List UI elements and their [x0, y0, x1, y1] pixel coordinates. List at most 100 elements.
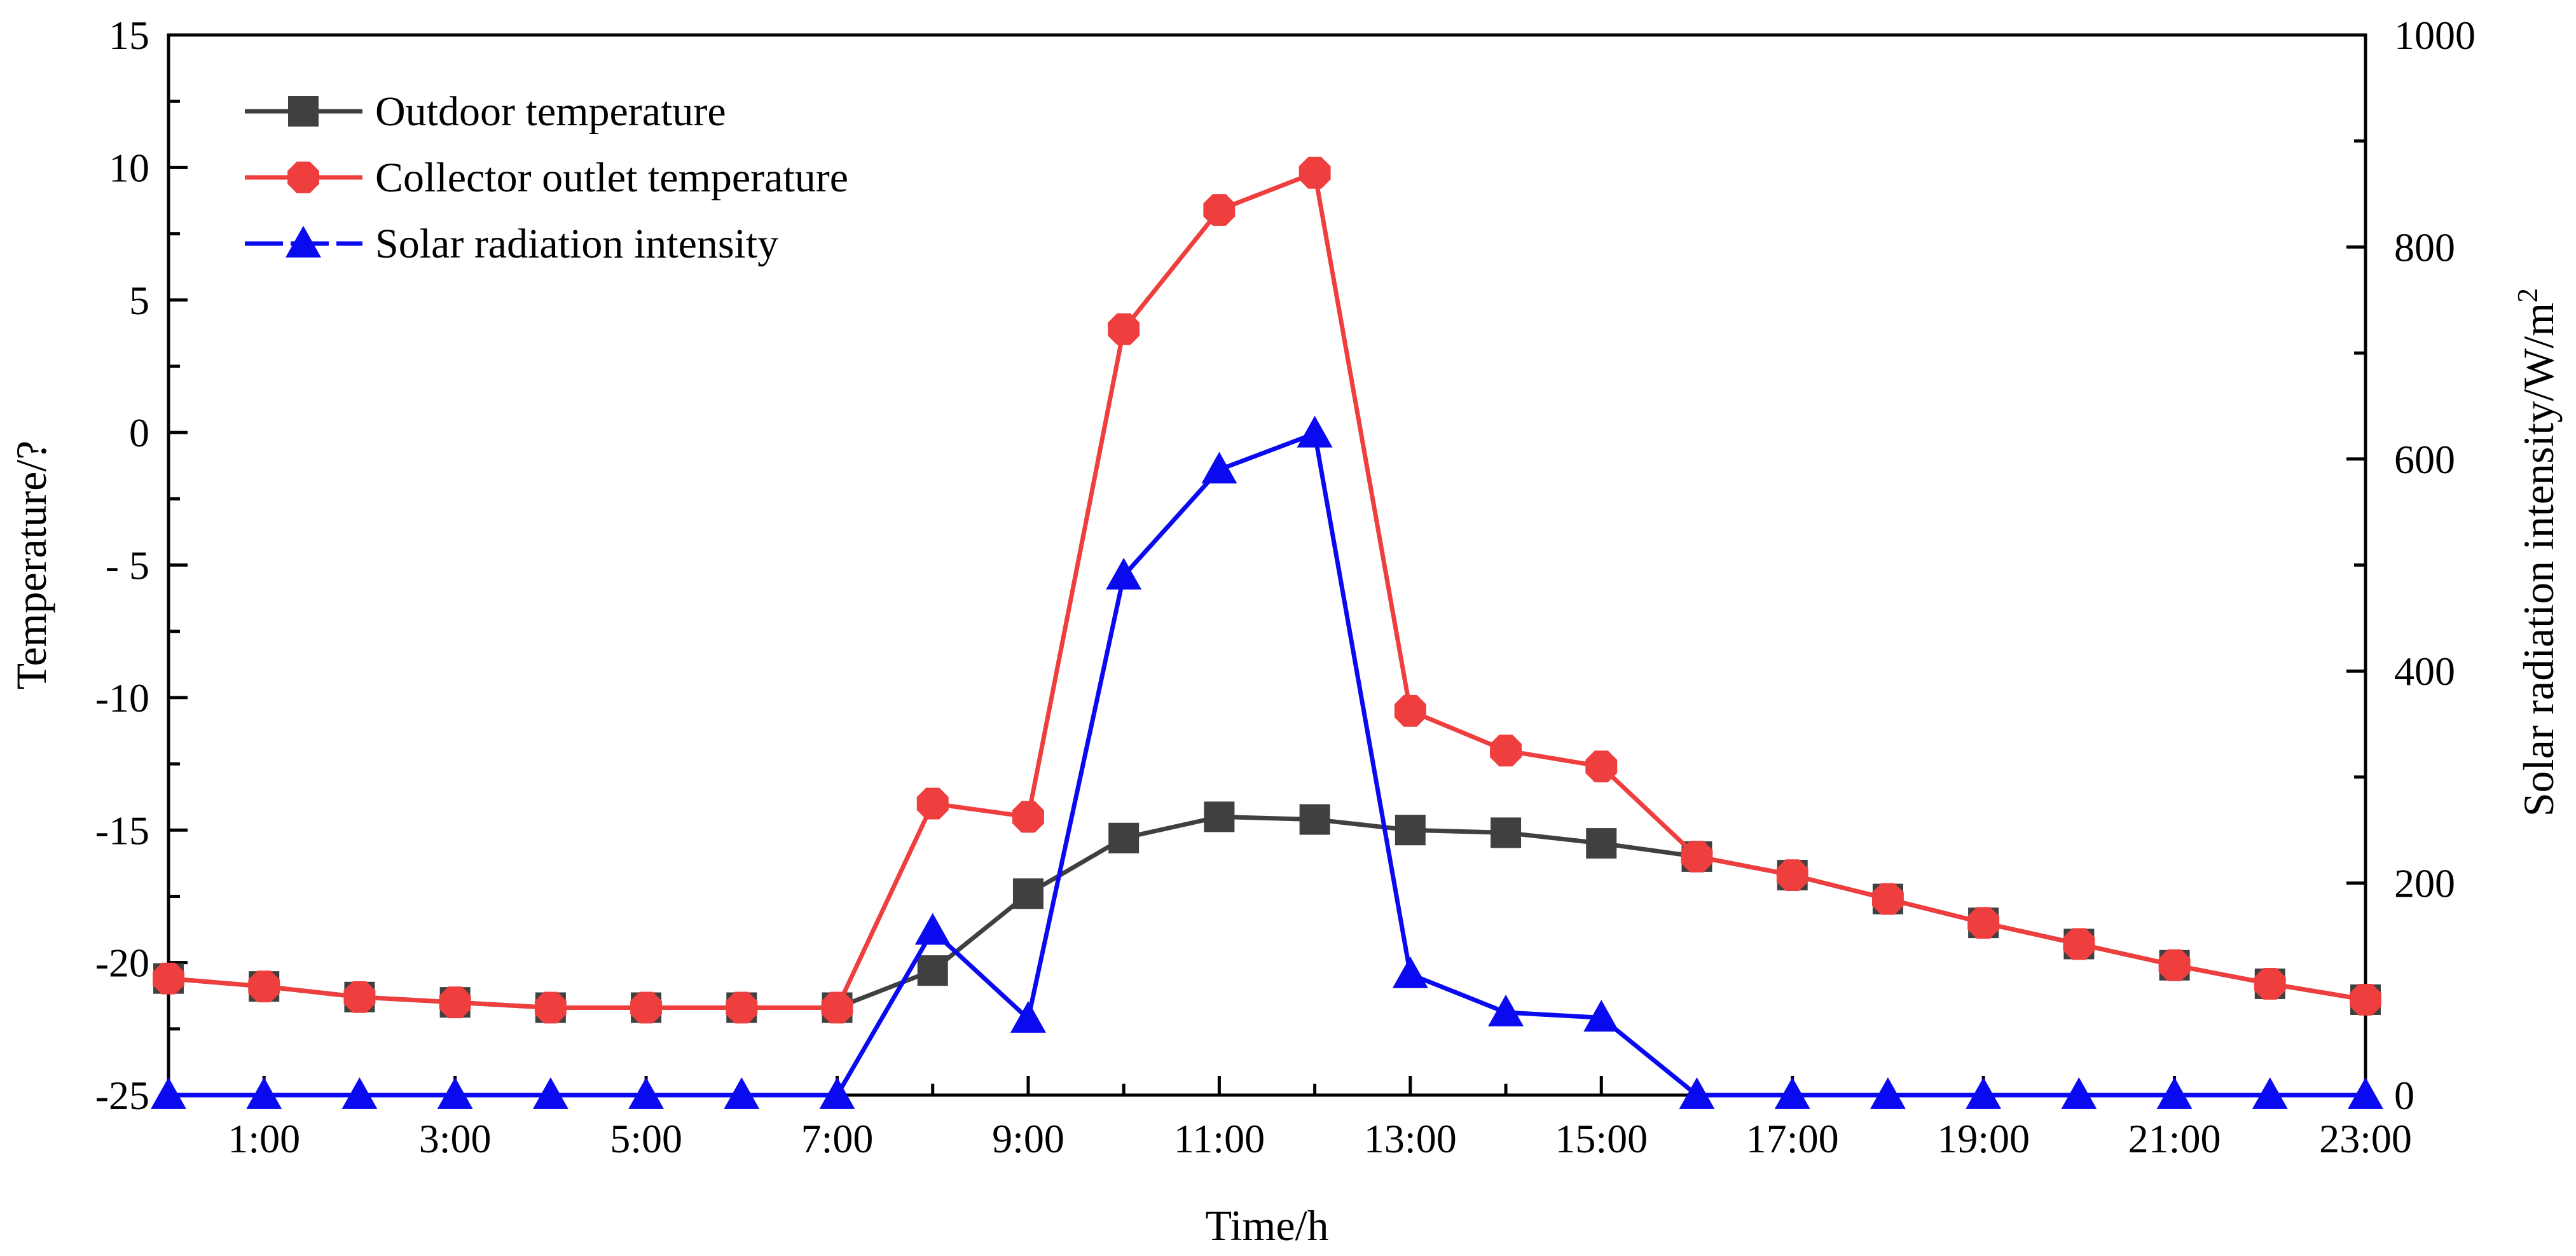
data-point: [1299, 804, 1330, 835]
data-point: [532, 1077, 568, 1109]
series-layer: [151, 156, 2383, 1109]
series-line: [168, 170, 2366, 1010]
legend-marker: [288, 96, 319, 127]
y-axis-left-title: Temperature/?: [7, 441, 55, 690]
y-axis-right-title-superscript: 2: [2511, 288, 2544, 303]
data-point: [726, 991, 758, 1024]
data-point: [630, 991, 662, 1024]
data-point: [2350, 984, 2381, 1016]
legend-marker: [286, 226, 321, 258]
data-point: [2063, 928, 2095, 960]
data-point: [2061, 1077, 2097, 1109]
x-tick-label: 3:00: [419, 1116, 492, 1161]
data-point: [1585, 750, 1618, 783]
y-left-tick-label: -25: [95, 1073, 149, 1118]
x-tick-label: 1:00: [228, 1116, 300, 1161]
data-point: [2254, 968, 2286, 1000]
data-point: [1106, 558, 1142, 590]
x-tick-label: 7:00: [801, 1116, 874, 1161]
y-right-tick-label: 200: [2394, 861, 2455, 906]
data-point: [724, 1077, 760, 1109]
data-point: [1298, 156, 1331, 189]
x-tick-label: 19:00: [1937, 1116, 2030, 1161]
data-point: [151, 1077, 186, 1109]
data-point: [1108, 313, 1140, 345]
y-right-tick-label: 400: [2394, 649, 2455, 694]
data-point: [439, 986, 471, 1019]
x-tick-label: 11:00: [1174, 1116, 1265, 1161]
data-point: [1201, 452, 1237, 484]
data-point: [819, 1077, 855, 1109]
data-point: [2158, 949, 2191, 981]
data-point: [1681, 841, 1713, 873]
data-point: [1010, 1000, 1046, 1033]
data-point: [2252, 1077, 2288, 1109]
data-point: [1966, 1077, 2002, 1109]
data-point: [916, 787, 949, 820]
data-point: [1012, 801, 1044, 833]
series-solar-radiation-intensity: [151, 415, 2383, 1109]
x-tick-label: 17:00: [1746, 1116, 1839, 1161]
data-point: [1394, 694, 1426, 727]
legend-item: Outdoor temperature: [245, 88, 726, 135]
y-right-tick-label: 0: [2394, 1073, 2414, 1118]
data-point: [628, 1077, 665, 1109]
x-tick-label: 15:00: [1555, 1116, 1648, 1161]
x-tick-label: 13:00: [1364, 1116, 1457, 1161]
data-point: [914, 913, 951, 945]
data-point: [1586, 828, 1617, 859]
data-point: [1490, 735, 1522, 767]
data-point: [821, 991, 853, 1024]
data-point: [917, 955, 948, 986]
data-point: [1870, 1077, 1906, 1109]
data-point: [343, 981, 376, 1013]
legend-layer: Outdoor temperature Collector outlet temp…: [245, 88, 848, 267]
x-tick-label: 5:00: [610, 1116, 682, 1161]
y-left-tick-label: 5: [129, 278, 149, 323]
data-point: [437, 1077, 473, 1109]
data-point: [1774, 1077, 1810, 1109]
legend-item: Solar radiation intensity: [245, 221, 778, 267]
data-point: [1204, 801, 1235, 832]
y-left-tick-label: -15: [95, 808, 149, 853]
series-outdoor-temperature: [153, 801, 2381, 1023]
series-line: [169, 431, 2366, 1098]
data-point: [1872, 883, 1904, 915]
data-point: [1012, 878, 1043, 909]
y-left-tick-label: - 5: [106, 543, 149, 588]
legend-label: Collector outlet temperature: [375, 155, 848, 201]
data-point: [2156, 1077, 2193, 1109]
data-point: [1967, 907, 2000, 939]
x-axis-title: Time/h: [1205, 1201, 1328, 1250]
data-point: [1392, 956, 1428, 988]
data-point: [1488, 994, 1524, 1026]
legend-label: Solar radiation intensity: [375, 221, 778, 267]
y-left-tick-label: 10: [109, 145, 149, 190]
data-point: [1395, 815, 1426, 846]
y-right-tick-label: 1000: [2394, 13, 2476, 58]
x-tick-label: 21:00: [2128, 1116, 2221, 1161]
y-right-tick-label: 600: [2394, 437, 2455, 482]
data-point: [534, 991, 567, 1024]
legend-item: Collector outlet temperature: [245, 155, 848, 201]
legend-marker: [287, 162, 319, 193]
x-tick-label: 9:00: [992, 1116, 1064, 1161]
y-axis-right-title-main: Solar radiation intensity/W/m: [2514, 303, 2563, 817]
data-point: [341, 1077, 378, 1109]
data-point: [1679, 1077, 1715, 1109]
data-point: [1108, 822, 1140, 853]
legend-label: Outdoor temperature: [375, 88, 726, 135]
y-left-tick-label: 15: [109, 13, 149, 58]
data-point: [1203, 194, 1236, 226]
y-left-tick-label: -10: [95, 675, 149, 721]
data-point: [1776, 859, 1808, 891]
y-left-tick-label: -20: [95, 941, 149, 986]
series-line: [168, 814, 2366, 1010]
y-right-tick-label: 800: [2394, 224, 2455, 270]
data-point: [248, 970, 280, 1003]
y-axis-right-title: Solar radiation intensity/W/m2: [2511, 288, 2563, 817]
y-left-tick-label: 0: [129, 410, 149, 455]
data-point: [246, 1077, 282, 1109]
